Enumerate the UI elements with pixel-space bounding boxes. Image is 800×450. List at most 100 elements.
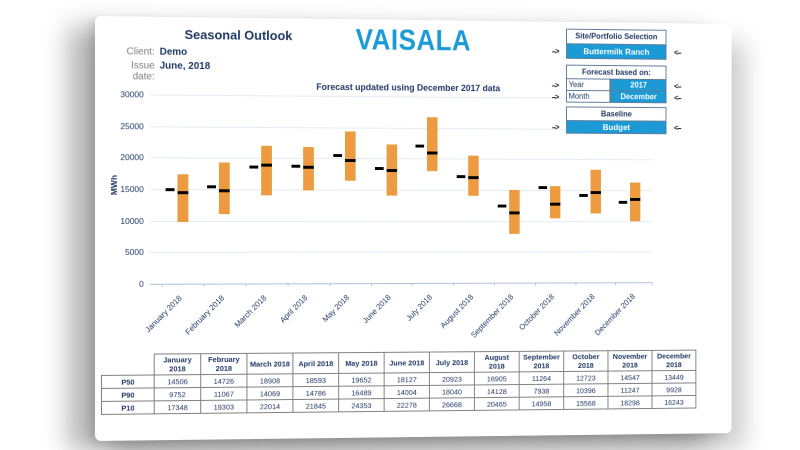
p50-marker — [261, 163, 273, 167]
table-value-cell: 22278 — [384, 398, 430, 412]
baseline-budget-marker — [374, 166, 384, 170]
gridline — [149, 220, 653, 222]
x-axis-tick — [651, 282, 653, 286]
table-column-header: January 2018 — [154, 353, 201, 375]
arrow-right-icon: --> — [551, 80, 559, 90]
table-value-cell: 18908 — [246, 373, 293, 388]
baseline-budget-marker — [333, 154, 342, 158]
range-bar — [176, 174, 188, 223]
arrow-right-icon: --> — [551, 92, 559, 102]
baseline-budget-marker — [619, 201, 628, 204]
year-label: Year — [565, 79, 611, 92]
table-column-header: May 2018 — [338, 352, 385, 374]
site-portfolio-panel: Site/Portfolio Selection --> Buttermilk … — [544, 28, 688, 60]
table-column-header: July 2018 — [429, 351, 475, 373]
y-axis-tick-label: 10000 — [120, 215, 144, 226]
table-value-cell: 14786 — [292, 386, 339, 400]
site-portfolio-select[interactable]: Buttermilk Ranch — [566, 44, 667, 60]
table-value-cell: 20923 — [429, 372, 475, 386]
table-value-cell: 17348 — [154, 400, 201, 414]
table-row-label: P90 — [101, 387, 155, 402]
report-page: Seasonal Outlook Client: Demo Issue date… — [95, 16, 732, 441]
table-value-cell: 19652 — [338, 373, 385, 387]
table-value-cell: 18298 — [607, 395, 653, 409]
p50-marker — [549, 202, 561, 206]
p50-marker — [630, 198, 641, 202]
vaisala-logo: VAISALA — [355, 23, 472, 57]
p50-marker — [427, 151, 438, 155]
arrow-left-icon: <-- — [674, 81, 681, 91]
arrow-left-icon: <-- — [673, 123, 681, 133]
table-column-header: April 2018 — [292, 352, 339, 374]
range-bar — [630, 182, 641, 222]
table-value-cell: 18040 — [429, 384, 475, 399]
table-value-cell: 11067 — [200, 387, 247, 401]
p50-marker — [509, 211, 520, 215]
table-row-label: P10 — [101, 400, 155, 415]
y-axis-tick-label: 0 — [139, 278, 144, 289]
x-axis-tick — [411, 282, 413, 286]
x-axis-tick — [287, 283, 289, 287]
table-value-cell: 9928 — [652, 382, 696, 396]
table-column-header: November 2018 — [607, 350, 653, 372]
x-axis-tick — [575, 282, 577, 286]
baseline-budget-marker — [415, 144, 425, 148]
x-axis-tick — [534, 282, 536, 286]
page-title: Seasonal Outlook — [184, 27, 293, 44]
p50-marker — [468, 176, 479, 180]
x-axis-tick — [203, 283, 205, 287]
table-value-cell: 13449 — [652, 370, 696, 384]
site-portfolio-header: Site/Portfolio Selection — [566, 28, 667, 46]
baseline-budget-marker — [578, 194, 588, 198]
table-column-header: February 2018 — [200, 353, 247, 375]
table-value-cell: 19303 — [200, 399, 247, 414]
arrow-left-icon: <-- — [673, 48, 681, 58]
table-value-cell: 14069 — [246, 386, 293, 400]
baseline-panel: Baseline --> Budget <-- — [544, 106, 688, 135]
issue-date-label: Issue date: — [130, 60, 155, 83]
p50-marker — [590, 191, 601, 195]
client-label: Client: — [126, 46, 155, 58]
p50-marker — [386, 168, 397, 172]
year-select[interactable]: 2017 — [610, 79, 667, 92]
table-value-cell: 10396 — [563, 383, 608, 397]
client-value: Demo — [159, 46, 188, 58]
table-value-cell: 16489 — [338, 385, 385, 400]
range-bar — [427, 117, 438, 171]
month-select[interactable]: December — [610, 91, 667, 104]
table-column-header: June 2018 — [384, 352, 430, 374]
forecast-table: January 2018 February 2018 March 2018 April… — [101, 350, 696, 415]
table-value-cell: 14506 — [154, 374, 201, 388]
arrow-right-icon: --> — [551, 46, 559, 56]
table-value-cell: 12723 — [563, 371, 608, 385]
gridline — [149, 157, 653, 161]
baseline-budget-marker — [538, 186, 547, 190]
table-value-cell: 14958 — [519, 396, 564, 410]
table-column-header: August 2018 — [474, 351, 520, 373]
baseline-budget-marker — [456, 175, 466, 179]
table-value-cell: 11264 — [519, 371, 564, 385]
x-axis-tick — [245, 283, 247, 287]
baseline-budget-marker — [207, 185, 217, 189]
table-value-cell: 18593 — [292, 373, 339, 387]
baseline-budget-marker — [249, 165, 259, 169]
table-column-header: October 2018 — [563, 350, 608, 372]
y-axis-tick-label: 5000 — [124, 247, 144, 258]
range-bar — [344, 131, 356, 181]
arrow-right-icon: --> — [551, 122, 559, 132]
table-value-cell: 15568 — [563, 396, 608, 410]
table-value-cell: 14547 — [607, 370, 653, 384]
baseline-select[interactable]: Budget — [566, 121, 667, 135]
table-column-header: December 2018 — [652, 350, 696, 371]
y-axis-tick-label: 15000 — [120, 184, 144, 195]
p50-marker — [303, 165, 314, 169]
x-axis-tick — [329, 283, 331, 287]
table-corner-cell — [101, 354, 154, 375]
table-value-cell: 16243 — [652, 395, 696, 409]
p50-marker — [344, 159, 356, 163]
month-label: Month — [565, 90, 611, 103]
baseline-budget-marker — [497, 204, 507, 208]
p50-marker — [219, 189, 231, 193]
table-value-cell: 9752 — [154, 387, 201, 401]
y-axis-tick-label: 25000 — [120, 120, 144, 131]
